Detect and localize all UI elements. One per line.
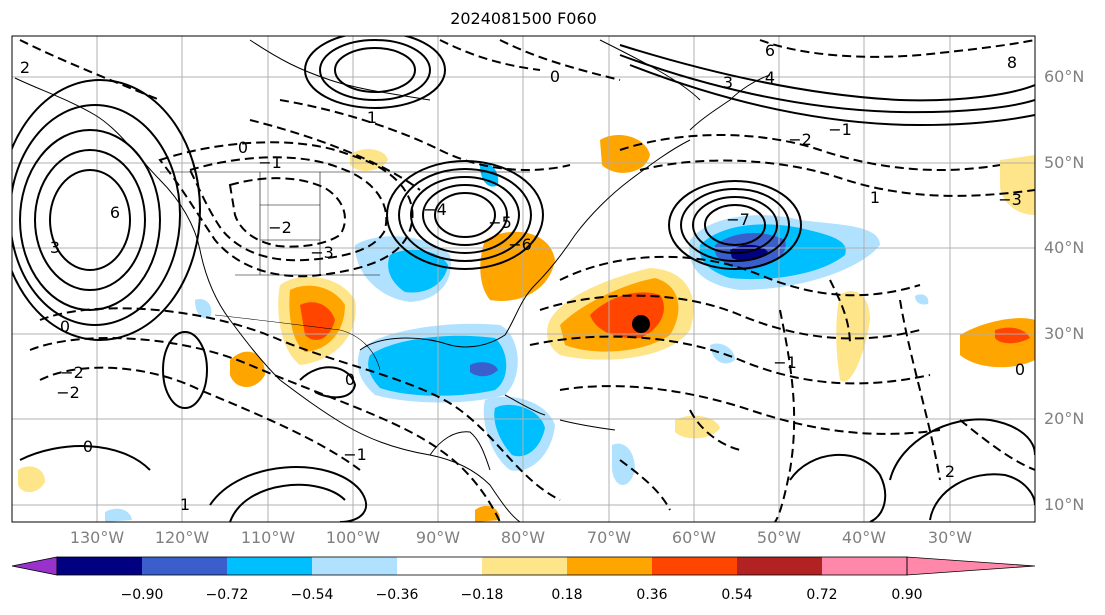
graticule	[12, 36, 1035, 522]
contour-label: 0	[345, 370, 355, 389]
lat-label-50n: 50°N	[1044, 153, 1085, 172]
contour-label: 6	[765, 41, 775, 60]
contour-label: 3	[50, 238, 60, 257]
contour-label: 6	[110, 203, 120, 222]
colorbar-segment	[482, 557, 567, 575]
lon-label-70w: 70°W	[586, 528, 632, 547]
colorbar-segment	[567, 557, 652, 575]
borders	[160, 171, 530, 371]
contour-label: −4	[423, 200, 447, 219]
contour-label: −1	[343, 445, 367, 464]
contours-negative	[19, 39, 1035, 522]
colorbar-tick: 0.54	[721, 587, 753, 603]
contour-label: 1	[870, 188, 880, 207]
contour-label: 0	[60, 317, 70, 336]
contour-label: 1	[180, 495, 190, 514]
contour-label: 0	[83, 437, 93, 456]
lat-label-30n: 30°N	[1044, 324, 1085, 343]
map-title: 2024081500 F060	[450, 9, 597, 28]
colorbar-segment	[312, 557, 397, 575]
colorbar-segment	[652, 557, 737, 575]
colorbar-tick: −0.18	[460, 587, 504, 603]
colorbar-tick: −0.36	[375, 587, 419, 603]
contour-label: −3	[310, 243, 334, 262]
lat-label-40n: 40°N	[1044, 238, 1085, 257]
lon-label-80w: 80°W	[500, 528, 546, 547]
colorbar-segment	[822, 557, 907, 575]
colorbar-tick: −0.54	[290, 587, 334, 603]
lon-label-50w: 50°W	[756, 528, 802, 547]
contour-label: 2	[20, 58, 30, 77]
colorbar	[11, 556, 1036, 576]
contour-label: 0	[550, 67, 560, 86]
contour-label: 2	[945, 462, 955, 481]
colorbar-segment	[227, 557, 312, 575]
lon-label-30w: 30°W	[927, 528, 973, 547]
contour-label: 4	[765, 68, 775, 87]
map-frame	[11, 35, 1036, 523]
contour-label: −2	[268, 218, 292, 237]
lat-label-10n: 10°N	[1044, 495, 1085, 514]
lon-label-60w: 60°W	[671, 528, 717, 547]
colorbar-tick: 0.72	[806, 587, 838, 603]
colorbar-extend-min	[11, 556, 58, 576]
contour-label: 3	[723, 73, 733, 92]
colorbar-segment	[142, 557, 227, 575]
lat-label-60n: 60°N	[1044, 67, 1085, 86]
lon-label-100w: 100°W	[325, 528, 381, 547]
contour-labels: 6 3 2 0 1 −1 −2 −3 −4 −5 −6 −7 6 4 3 8 0…	[20, 41, 1025, 514]
contour-label: 8	[1007, 53, 1017, 72]
lon-label-90w: 90°W	[415, 528, 461, 547]
colorbar-segment	[57, 557, 142, 575]
colorbar-tick: −0.90	[120, 587, 164, 603]
contour-label: −7	[726, 210, 750, 229]
contour-label: −3	[998, 190, 1022, 209]
lat-label-20n: 20°N	[1044, 409, 1085, 428]
contour-label: 1	[367, 108, 377, 127]
contours-positive	[12, 36, 1035, 522]
contour-label: −2	[60, 363, 84, 382]
lon-label-110w: 110°W	[240, 528, 296, 547]
lon-label-40w: 40°W	[841, 528, 887, 547]
contour-label: −2	[788, 130, 812, 149]
colorbar-segment	[397, 557, 482, 575]
contour-label: −1	[258, 153, 282, 172]
contour-label: −5	[488, 213, 512, 232]
colorbar-tick: 0.18	[551, 587, 583, 603]
colorbar-tick: −0.72	[205, 587, 249, 603]
lon-label-130w: 130°W	[69, 528, 125, 547]
anomaly-shading	[18, 135, 1035, 522]
colorbar-extend-max	[906, 556, 1036, 576]
contour-label: −1	[828, 120, 852, 139]
lon-label-120w: 120°W	[154, 528, 210, 547]
contour-label: −6	[508, 235, 532, 254]
contour-label: 0	[1015, 360, 1025, 379]
contour-label: 0	[238, 138, 248, 157]
colorbar-tick: 0.36	[636, 587, 668, 603]
storm-center-marker	[632, 315, 650, 333]
colorbar-segment	[737, 557, 822, 575]
contour-label: −1	[773, 353, 797, 372]
colorbar-tick: 0.90	[891, 587, 923, 603]
contour-label: −2	[56, 383, 80, 402]
